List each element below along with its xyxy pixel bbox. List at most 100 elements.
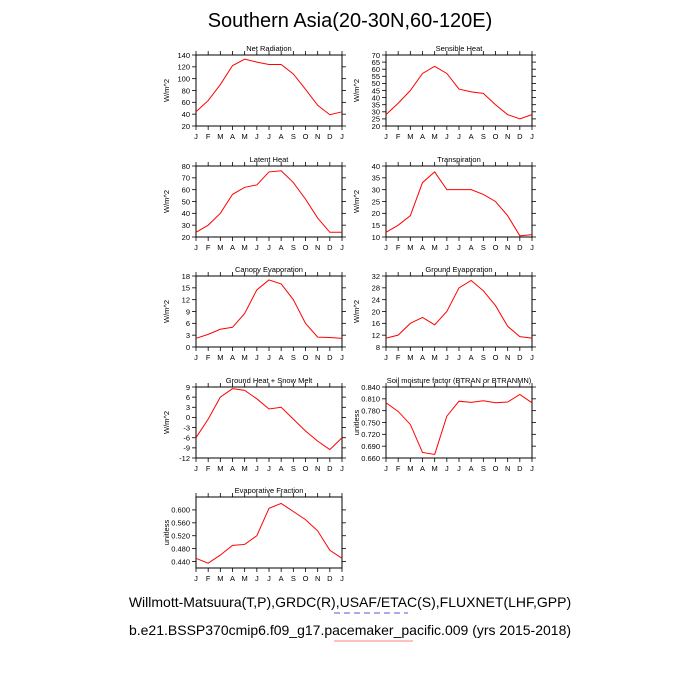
panel-9-ytick-label: 0.600 [171, 506, 190, 515]
footer-underline-decoration [334, 612, 408, 614]
panel-2-xtick-label: J [530, 132, 534, 141]
panel-2-xtick-label: N [505, 132, 510, 141]
panel-5-ytick-label: 0 [186, 343, 190, 352]
panel-5-xtick-label: A [279, 353, 284, 362]
panel-1-xtick-label: O [303, 132, 309, 141]
panel-7-xtick-label: F [206, 464, 211, 473]
panel-2-title: Sensible Heat [436, 44, 484, 53]
panel-1-xtick-label: M [242, 132, 248, 141]
panel-8-xtick-label: M [407, 464, 413, 473]
panel-3-xtick-label: J [194, 243, 198, 252]
panel-9-ylabel: unitless [162, 520, 171, 546]
panel-3-ytick-label: 40 [182, 209, 190, 218]
panel-6-xtick-label: J [530, 353, 534, 362]
panel-9-xtick-label: A [230, 574, 235, 583]
panel-9-xtick-label: S [291, 574, 296, 583]
panel-8-series-line [385, 393, 533, 456]
panel-1-xtick-label: A [230, 132, 235, 141]
page-title: Southern Asia(20-30N,60-120E) [207, 10, 493, 32]
panel-4-xtick-label: A [469, 243, 474, 252]
panel-7-xtick-label: A [279, 464, 284, 473]
panel-6-xtick-label: F [396, 353, 401, 362]
panel-9-xtick-label: J [194, 574, 198, 583]
panel-4-ytick-label: 30 [372, 185, 380, 194]
panel-7-ytick-label: -6 [183, 434, 190, 443]
panel-4-ytick-label: 40 [372, 162, 380, 171]
panel-5-ylabel: W/m^2 [162, 300, 171, 323]
panel-7-xtick-label: J [194, 464, 198, 473]
panel-9-xtick-label: D [327, 574, 333, 583]
panel-5-frame [195, 275, 343, 348]
panel-1-xtick-label: J [340, 132, 344, 141]
panel-4-ytick-label: 20 [372, 209, 380, 218]
panel-7-title: Ground Heat + Snow Melt [226, 376, 313, 385]
panel-9-title: Evaporative Fraction [235, 486, 304, 495]
panel-2-ytick-label: 45 [372, 86, 380, 95]
footer-case: b.e21.BSSP370cmip6.f09_g17.pacemaker_pac… [128, 622, 572, 638]
panel-8-ytick-label: 0.840 [361, 383, 380, 392]
panel-5-xtick-label: M [217, 353, 223, 362]
panel-7-xtick-label: J [267, 464, 271, 473]
panel-6-title: Ground Evaporation [425, 265, 492, 274]
panel-1-ylabel: W/m^2 [162, 79, 171, 102]
panel-6-ytick-label: 12 [372, 331, 380, 340]
panel-5-xtick-label: J [255, 353, 259, 362]
panel-2-xtick-label: F [396, 132, 401, 141]
panel-8-ylabel: unitless [352, 410, 361, 436]
panel-2-xtick-label: A [420, 132, 425, 141]
panel-5-xtick-label: N [315, 353, 320, 362]
panel-7-ytick-label: -9 [183, 444, 190, 453]
panel-3-xtick-label: J [255, 243, 259, 252]
panel-4-xtick-label: A [420, 243, 425, 252]
panel-6-xtick-label: M [432, 353, 438, 362]
panel-7-ytick-label: 3 [186, 403, 190, 412]
panel-2-xtick-label: J [384, 132, 388, 141]
panel-3-xtick-label: A [279, 243, 284, 252]
panel-2-ytick-label: 50 [372, 79, 380, 88]
panel-3-xtick-label: F [206, 243, 211, 252]
panel-1-xtick-label: M [217, 132, 223, 141]
panel-8-xtick-label: M [432, 464, 438, 473]
panel-6-xtick-label: J [457, 353, 461, 362]
panel-2-xtick-label: A [469, 132, 474, 141]
panel-7-xtick-label: O [303, 464, 309, 473]
panel-9-xtick-label: A [279, 574, 284, 583]
panel-6-xtick-label: J [384, 353, 388, 362]
panel-2-ytick-label: 30 [372, 108, 380, 117]
panel-8-xtick-label: J [530, 464, 534, 473]
panel-9-xtick-label: F [206, 574, 211, 583]
panel-2-xtick-label: M [432, 132, 438, 141]
panel-8-xtick-label: A [469, 464, 474, 473]
panel-3-frame [195, 165, 343, 238]
panel-2-xtick-label: D [517, 132, 523, 141]
panel-6-xtick-label: A [420, 353, 425, 362]
panel-8-ytick-label: 0.690 [361, 442, 380, 451]
panel-8-ytick-label: 0.720 [361, 430, 380, 439]
panel-6-ytick-label: 28 [372, 284, 380, 293]
panel-1-xtick-label: N [315, 132, 320, 141]
panel-5-ytick-label: 18 [182, 272, 190, 281]
panel-3-xtick-label: M [217, 243, 223, 252]
panel-5-ytick-label: 6 [186, 319, 190, 328]
panel-3-ytick-label: 50 [182, 197, 190, 206]
panel-4-ytick-label: 35 [372, 174, 380, 183]
panel-7-ytick-label: 6 [186, 393, 190, 402]
panel-9-frame [195, 496, 343, 569]
panel-3-xtick-label: N [315, 243, 320, 252]
panel-1-ytick-label: 120 [177, 63, 190, 72]
panel-2-ytick-label: 55 [372, 72, 380, 81]
panel-1-series-line [195, 58, 343, 116]
panel-1-ytick-label: 60 [182, 98, 190, 107]
panel-3-title: Latent Heat [250, 155, 290, 164]
panel-7-ytick-label: 0 [186, 413, 190, 422]
panel-6-xtick-label: M [407, 353, 413, 362]
panel-1-xtick-label: J [255, 132, 259, 141]
panel-5-xtick-label: M [242, 353, 248, 362]
panel-9-xtick-label: J [340, 574, 344, 583]
panel-3-ytick-label: 70 [182, 174, 190, 183]
panel-2-ytick-label: 70 [372, 51, 380, 60]
panel-7-xtick-label: N [315, 464, 320, 473]
panel-9-ytick-label: 0.480 [171, 544, 190, 553]
panel-6-ytick-label: 8 [376, 343, 380, 352]
panel-7-ylabel: W/m^2 [162, 411, 171, 434]
